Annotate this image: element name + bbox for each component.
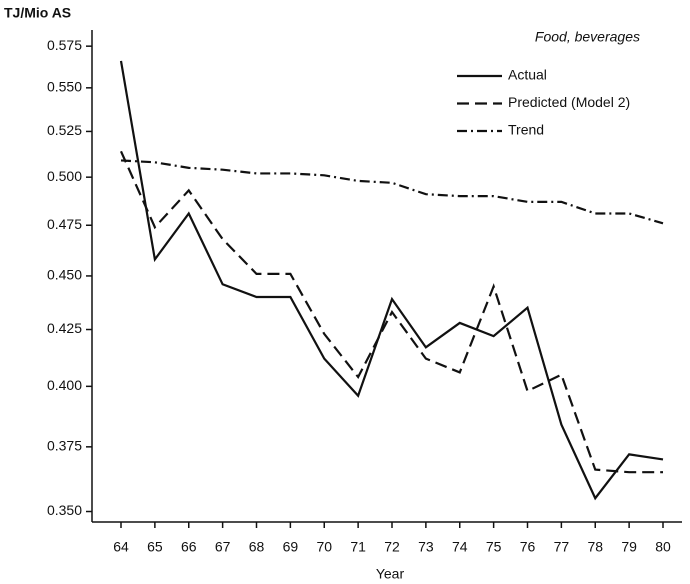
x-tick-label: 77 — [554, 539, 570, 555]
data-line — [120, 159, 664, 225]
x-tick-label: 69 — [283, 539, 299, 555]
x-axis-label: Year — [376, 566, 405, 582]
y-tick-label: 0.450 — [47, 267, 82, 283]
x-tick-label: 64 — [113, 539, 129, 555]
y-tick-label: 0.550 — [47, 79, 82, 95]
x-tick-label: 75 — [486, 539, 502, 555]
chart-title: Food, beverages — [535, 29, 640, 45]
x-tick-label: 68 — [249, 539, 265, 555]
y-tick-label: 0.575 — [47, 37, 82, 53]
legend-label: Actual — [508, 67, 547, 83]
data-line — [119, 60, 664, 501]
y-tick-label: 0.375 — [47, 438, 82, 454]
x-tick-label: 65 — [147, 539, 163, 555]
y-tick-label: 0.425 — [47, 320, 82, 336]
x-tick-label: 74 — [452, 539, 468, 555]
data-line — [119, 150, 663, 474]
x-tick-label: 72 — [384, 539, 400, 555]
x-tick-label: 67 — [215, 539, 231, 555]
x-tick-label: 79 — [621, 539, 637, 555]
legend-label: Trend — [508, 122, 544, 138]
y-tick-label: 0.525 — [47, 122, 82, 138]
y-tick-label: 0.475 — [47, 216, 82, 232]
x-tick-label: 80 — [655, 539, 671, 555]
x-tick-label: 73 — [418, 539, 434, 555]
x-tick-label: 76 — [520, 539, 536, 555]
y-axis-label: TJ/Mio AS — [4, 5, 71, 21]
x-tick-label: 66 — [181, 539, 197, 555]
x-tick-label: 78 — [587, 539, 603, 555]
y-tick-label: 0.350 — [47, 502, 82, 518]
y-tick-label: 0.400 — [47, 377, 82, 393]
x-tick-label: 71 — [350, 539, 366, 555]
legend-label: Predicted (Model 2) — [508, 94, 630, 110]
x-tick-label: 70 — [316, 539, 332, 555]
y-tick-label: 0.500 — [47, 168, 82, 184]
